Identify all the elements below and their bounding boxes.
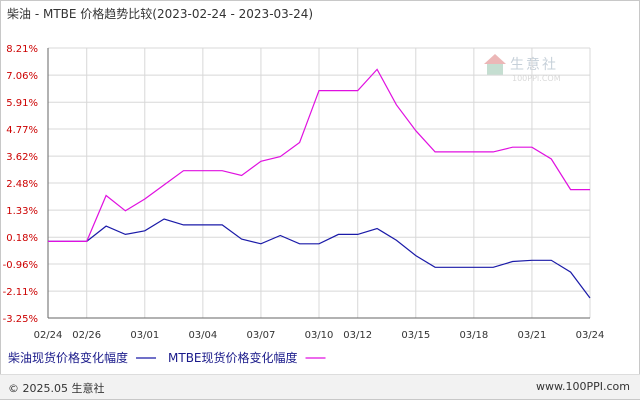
x-tick-label: 02/26 bbox=[72, 330, 101, 341]
series-line-2 bbox=[48, 68, 590, 242]
chart-title: 柴油 - MTBE 价格趋势比较(2023-02-24 - 2023-03-24… bbox=[7, 7, 314, 21]
watermark-name: 生意社 bbox=[510, 57, 558, 73]
legend-label-2: MTBE现货价格变化幅度 bbox=[168, 350, 298, 365]
x-tick-label: 02/24 bbox=[34, 330, 63, 341]
x-tick-label: 03/21 bbox=[518, 330, 547, 341]
y-tick-label: -2.11% bbox=[3, 287, 38, 298]
x-tick-label: 03/15 bbox=[401, 330, 430, 341]
footer-copyright: © 2025.05 生意社 bbox=[8, 382, 105, 395]
watermark-url: 100PPI.COM bbox=[512, 74, 561, 83]
y-tick-label: 4.77% bbox=[6, 125, 38, 136]
y-tick-label: 1.33% bbox=[6, 206, 38, 217]
x-tick-label: 03/04 bbox=[188, 330, 217, 341]
series-line-1 bbox=[48, 218, 591, 299]
x-tick-label: 03/07 bbox=[247, 330, 276, 341]
footer-site-link[interactable]: www.100PPI.com bbox=[536, 380, 630, 393]
y-tick-label: 8.21% bbox=[6, 44, 38, 55]
legend-label-1: 柴油现货价格变化幅度 bbox=[8, 350, 128, 365]
footer-bar: © 2025.05 生意社 www.100PPI.com bbox=[0, 374, 640, 399]
y-tick-label: 5.91% bbox=[6, 98, 38, 109]
y-tick-label: 7.06% bbox=[6, 71, 38, 82]
house-logo-icon bbox=[484, 54, 506, 75]
x-tick-label: 03/10 bbox=[305, 330, 334, 341]
y-tick-label: -3.25% bbox=[3, 314, 38, 325]
x-tick-label: 03/01 bbox=[130, 330, 159, 341]
x-tick-label: 03/12 bbox=[343, 330, 372, 341]
x-tick-label: 03/24 bbox=[576, 330, 605, 341]
y-tick-label: -0.96% bbox=[3, 260, 38, 271]
watermark-logo: 生意社 100PPI.COM bbox=[482, 52, 582, 92]
y-tick-label: 0.18% bbox=[6, 233, 38, 244]
y-tick-label: 2.48% bbox=[6, 179, 38, 190]
y-tick-label: 3.62% bbox=[6, 152, 38, 163]
x-tick-label: 03/18 bbox=[459, 330, 488, 341]
